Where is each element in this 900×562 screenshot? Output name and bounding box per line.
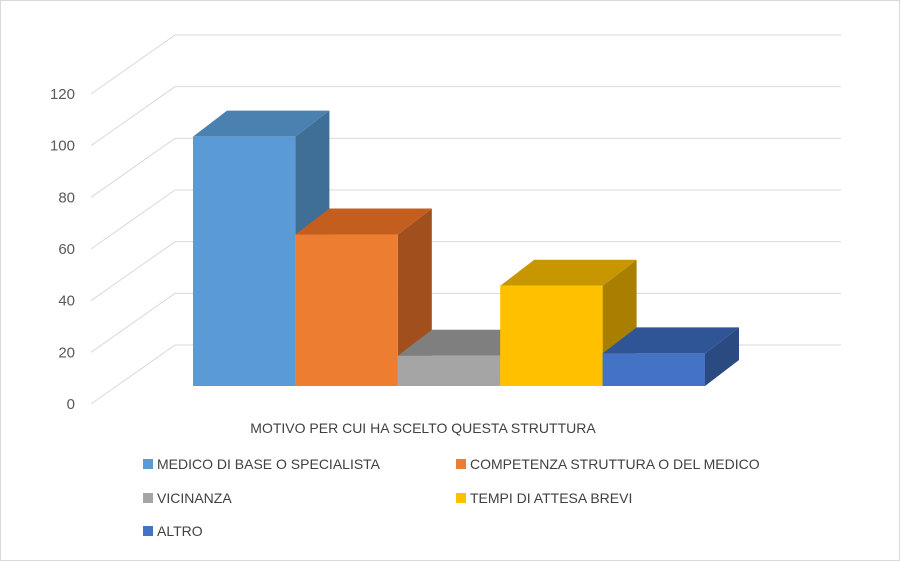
y-tick-label-80: 80 <box>58 189 75 206</box>
x-axis-category-label: MOTIVO PER CUI HA SCELTO QUESTA STRUTTUR… <box>250 420 596 436</box>
bar-top-5 <box>602 327 739 354</box>
y-tick-label-100: 100 <box>50 138 75 155</box>
y-axis-ticks: 0 20 40 60 80 100 120 <box>50 86 75 413</box>
gridline-100 <box>90 86 841 147</box>
legend-item-3: VICINANZA <box>143 490 232 506</box>
bar-front-2 <box>295 234 398 386</box>
legend-label-3: VICINANZA <box>157 490 232 506</box>
bar-front-4 <box>500 285 603 386</box>
legend: MEDICO DI BASE O SPECIALISTA COMPETENZA S… <box>143 456 760 539</box>
legend-swatch-2 <box>456 459 466 469</box>
legend-label-4: TEMPI DI ATTESA BREVI <box>470 490 632 506</box>
gridline-60 <box>90 189 841 250</box>
legend-item-2: COMPETENZA STRUTTURA O DEL MEDICO <box>456 456 760 472</box>
legend-item-1: MEDICO DI BASE O SPECIALISTA <box>143 456 381 472</box>
legend-label-1: MEDICO DI BASE O SPECIALISTA <box>157 456 381 472</box>
bar-5 <box>602 327 739 386</box>
gridlines <box>90 34 841 405</box>
bar-front-3 <box>397 355 501 386</box>
y-tick-label-20: 20 <box>58 344 75 361</box>
bar-front-5 <box>602 353 705 386</box>
y-tick-label-120: 120 <box>50 86 75 103</box>
y-tick-label-0: 0 <box>67 396 75 413</box>
legend-swatch-5 <box>143 526 153 536</box>
legend-label-5: ALTRO <box>157 523 203 539</box>
legend-label-2: COMPETENZA STRUTTURA O DEL MEDICO <box>470 456 760 472</box>
gridline-120 <box>90 34 841 95</box>
bar-top-2 <box>295 208 432 235</box>
bar-top-4 <box>500 259 637 286</box>
bar-top-3 <box>397 329 535 356</box>
legend-swatch-1 <box>143 459 153 469</box>
bars <box>193 110 739 386</box>
y-tick-label-60: 60 <box>58 241 75 258</box>
legend-item-4: TEMPI DI ATTESA BREVI <box>456 490 632 506</box>
gridline-40 <box>90 241 841 302</box>
legend-item-5: ALTRO <box>143 523 203 539</box>
legend-swatch-4 <box>456 493 466 503</box>
bar-front-1 <box>193 136 296 386</box>
bar-top-1 <box>193 110 330 137</box>
gridline-80 <box>90 137 841 198</box>
y-tick-label-40: 40 <box>58 293 75 310</box>
bar-side-5 <box>705 327 739 386</box>
legend-swatch-3 <box>143 493 153 503</box>
